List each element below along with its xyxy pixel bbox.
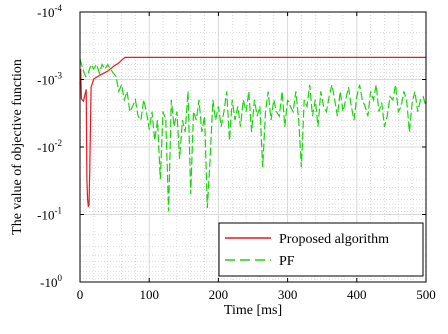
y-tick-label: -10-3 — [37, 71, 62, 88]
x-tick-label: 0 — [77, 287, 84, 302]
legend-box — [218, 222, 424, 277]
y-tick-label: -10-1 — [37, 206, 62, 223]
x-tick-label: 400 — [347, 287, 367, 302]
x-tick-label: 300 — [278, 287, 298, 302]
y-tick-label: -100 — [40, 273, 62, 290]
legend: Proposed algorithm PF — [218, 222, 424, 277]
y-axis: -10-4 -10-3 -10-2 -10-1 -100 — [37, 3, 426, 290]
x-tick-label: 200 — [209, 287, 229, 302]
x-axis-label: Time [ms] — [224, 303, 282, 318]
x-tick-label: 500 — [416, 287, 436, 302]
y-tick-label: -10-2 — [37, 138, 62, 155]
series-line-proposed-algorithm — [79, 56, 426, 208]
x-axis: 0 100 200 300 400 500 — [77, 12, 436, 302]
y-tick-label: -10-4 — [37, 3, 62, 20]
legend-label-proposed: Proposed algorithm — [279, 232, 389, 247]
x-tick-label: 100 — [139, 287, 159, 302]
legend-label-pf: PF — [279, 254, 295, 269]
series-layer — [79, 56, 427, 212]
y-axis-label: The value of objective function — [10, 59, 25, 235]
series-line-pf — [79, 59, 427, 212]
